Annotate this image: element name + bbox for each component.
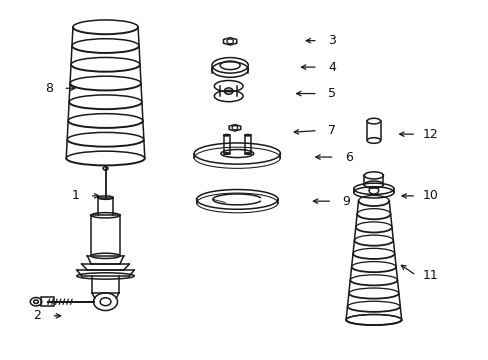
Text: 7: 7 [327, 124, 336, 137]
Text: 11: 11 [422, 269, 437, 282]
Text: 10: 10 [422, 189, 437, 202]
Text: 4: 4 [327, 60, 335, 73]
Text: 1: 1 [71, 189, 79, 202]
Text: 5: 5 [327, 87, 336, 100]
Text: 3: 3 [327, 34, 335, 47]
Text: 6: 6 [345, 150, 352, 163]
Text: 12: 12 [422, 128, 437, 141]
Text: 2: 2 [33, 309, 41, 322]
Text: 8: 8 [45, 82, 53, 95]
Text: 9: 9 [342, 195, 350, 208]
